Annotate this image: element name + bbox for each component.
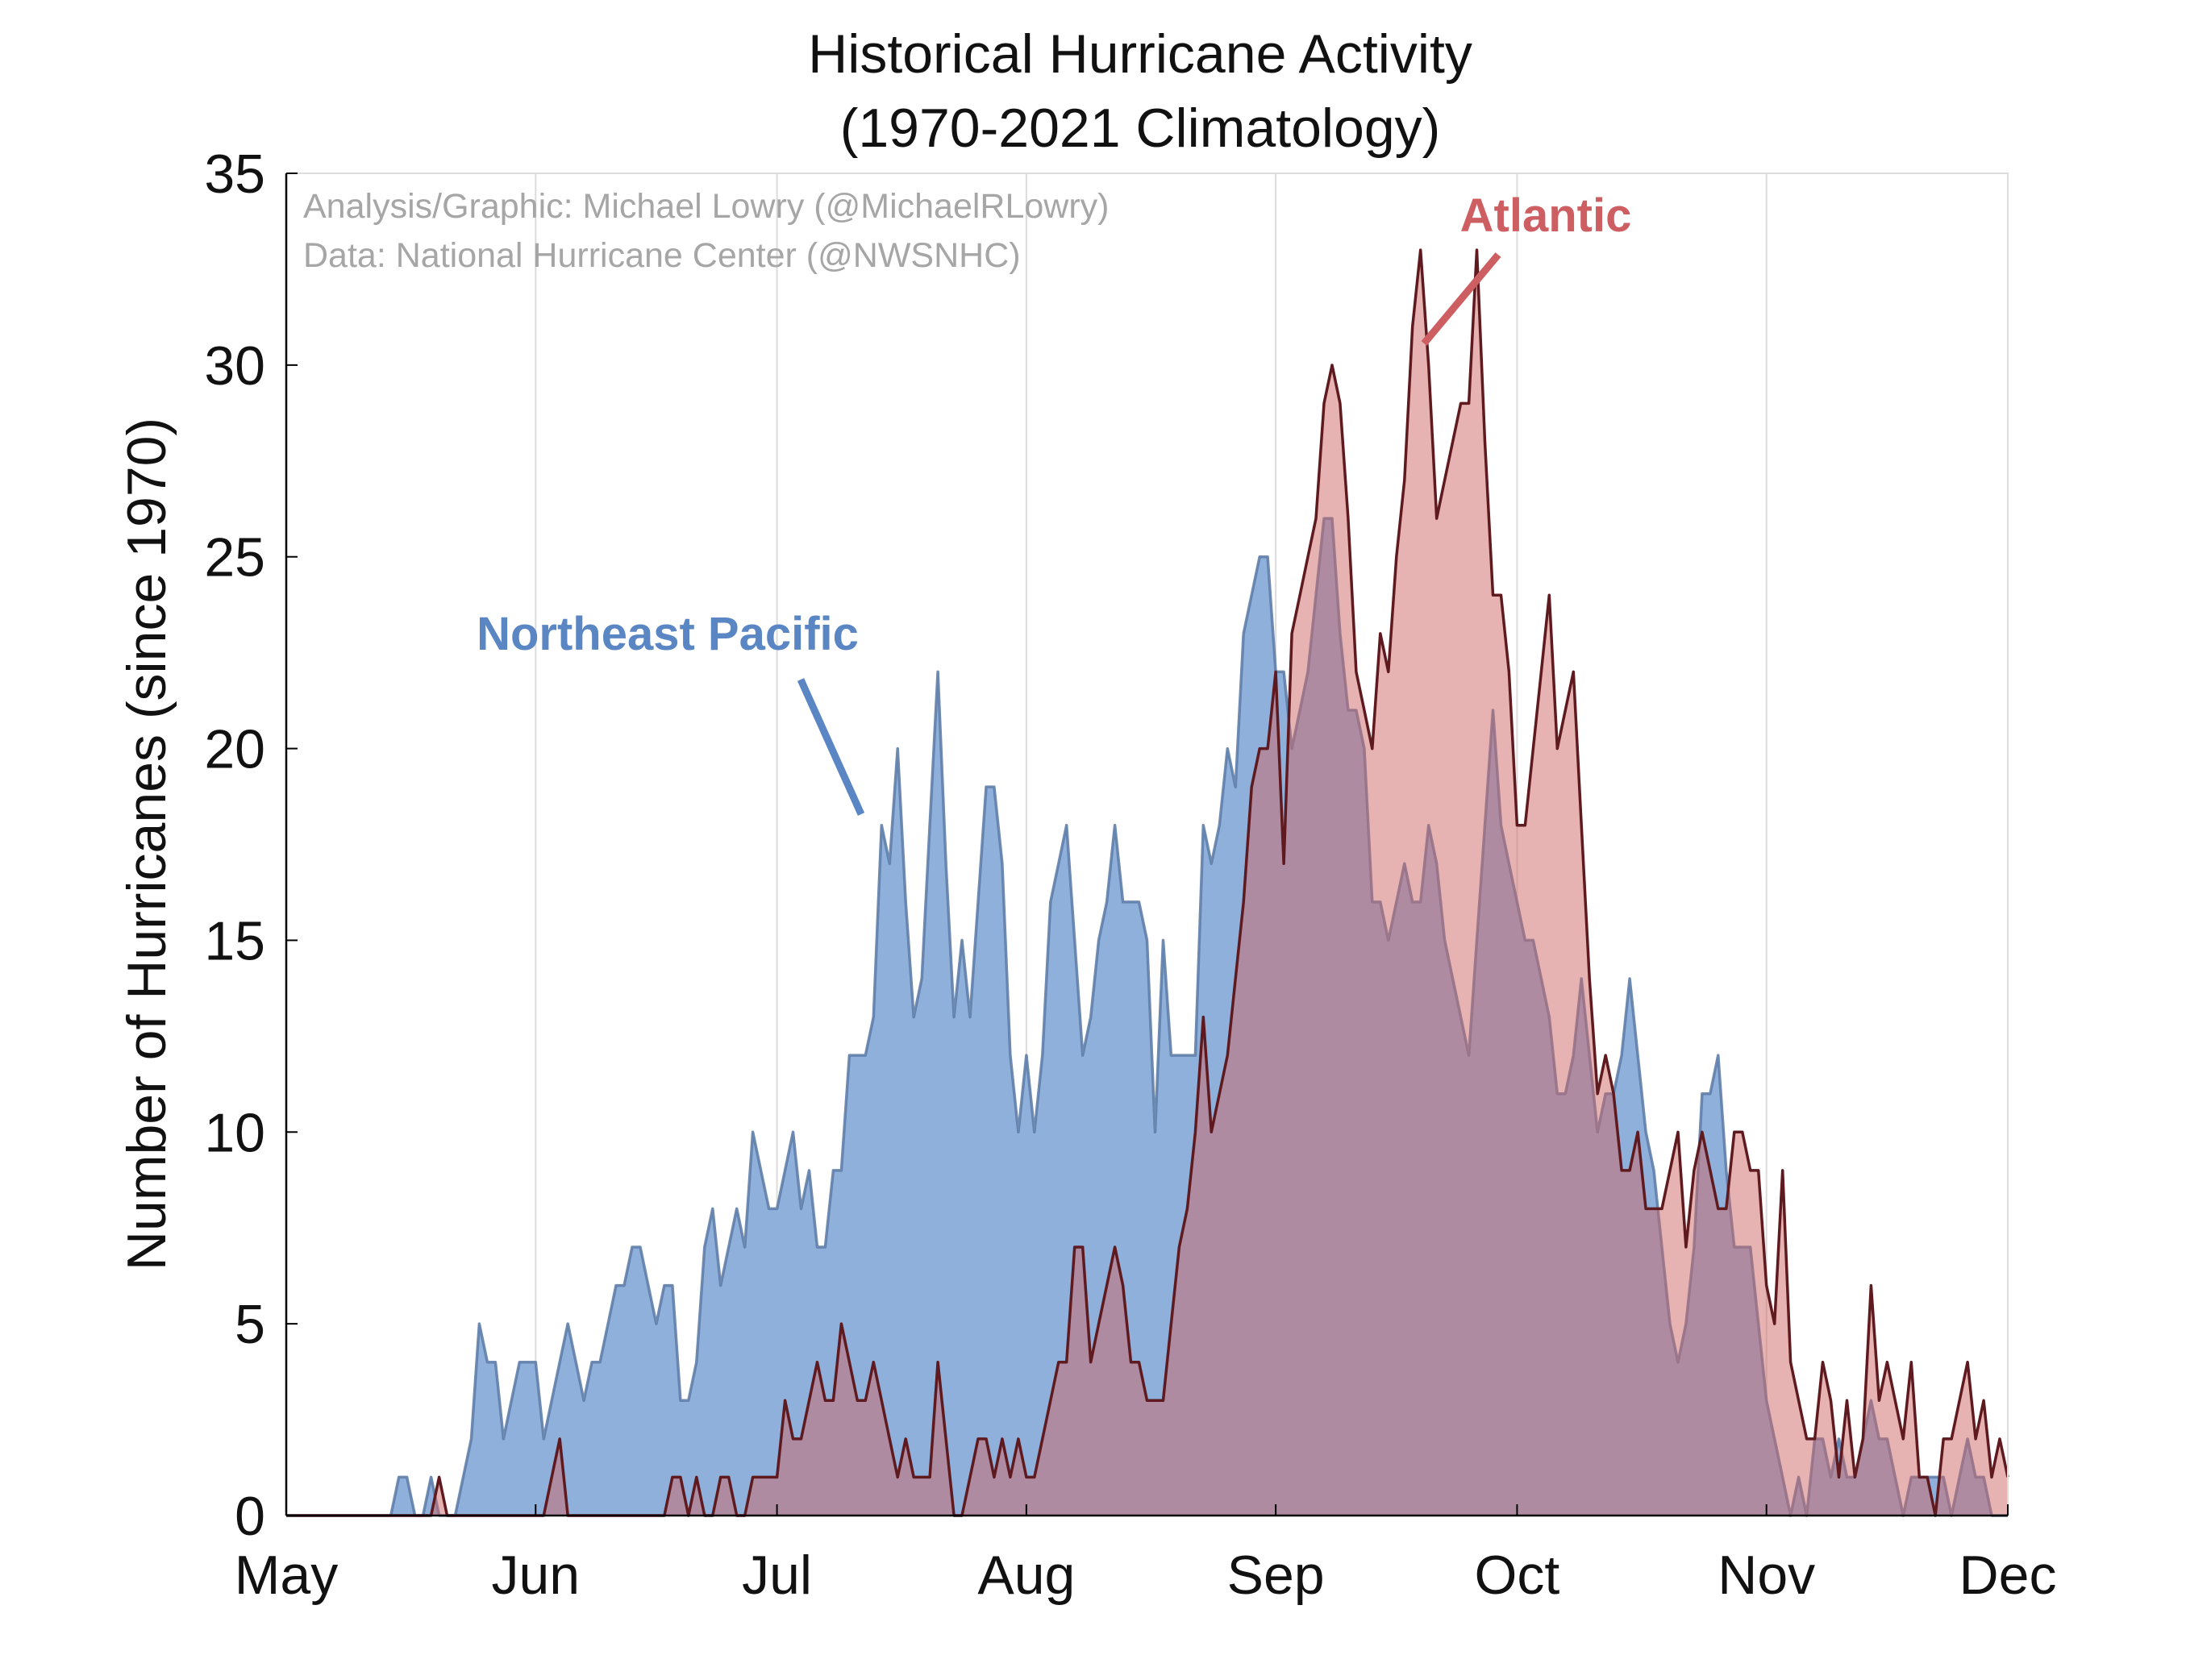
- credit-analysis: Analysis/Graphic: Michael Lowry (@Michae…: [303, 187, 1110, 226]
- y-tick-label: 35: [204, 143, 265, 205]
- chart-subtitle: (1970-2021 Climatology): [840, 98, 1441, 159]
- x-tick-label: Jul: [742, 1545, 812, 1606]
- y-tick-label: 10: [204, 1102, 265, 1163]
- y-tick-label: 0: [235, 1486, 265, 1547]
- series-areas: [286, 248, 2009, 1517]
- x-tick-label: Dec: [1959, 1545, 2057, 1606]
- x-tick-label: Oct: [1475, 1545, 1560, 1606]
- y-tick-label: 30: [204, 335, 265, 397]
- axis-ticks: May Jun Jul Aug Sep Oct Nov Dec 0 5 10 15 20 25 30 35: [204, 143, 2056, 1606]
- y-tick-label: 5: [235, 1294, 265, 1355]
- atlantic-pointer: [1421, 252, 1501, 346]
- northeast-pacific-pointer: [797, 678, 865, 816]
- x-tick-label: Sep: [1227, 1545, 1325, 1606]
- y-tick-label: 20: [204, 719, 265, 780]
- credit-data: Data: National Hurricane Center (@NWSNHC…: [303, 236, 1021, 275]
- y-tick-label: 15: [204, 910, 265, 971]
- series-area-atlantic: [286, 250, 2008, 1516]
- chart-title: Historical Hurricane Activity: [808, 23, 1472, 85]
- y-axis-label: Number of Hurricanes (since 1970): [116, 418, 177, 1270]
- series-label-northeast-pacific: Northeast Pacific: [477, 608, 859, 660]
- x-tick-label: Jun: [491, 1545, 580, 1606]
- x-tick-label: Nov: [1718, 1545, 1815, 1606]
- x-tick-label: Aug: [977, 1545, 1075, 1606]
- x-tick-label: May: [235, 1545, 338, 1606]
- series-label-atlantic: Atlantic: [1460, 189, 1632, 242]
- series-line-atlantic: [286, 248, 2009, 1517]
- y-tick-label: 25: [204, 527, 265, 588]
